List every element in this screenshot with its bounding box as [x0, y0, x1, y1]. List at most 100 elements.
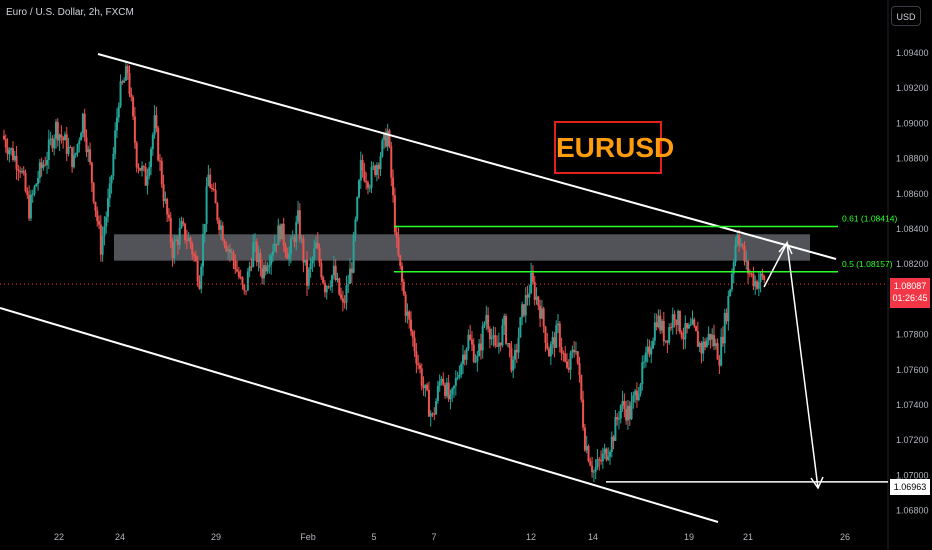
- candle-body: [114, 130, 117, 154]
- candle-body: [623, 400, 626, 409]
- candle-body: [445, 382, 448, 396]
- candle-body: [763, 275, 766, 281]
- candle-body: [609, 451, 612, 457]
- candle-body: [169, 217, 172, 243]
- candle-body: [637, 393, 640, 401]
- candle-body: [227, 249, 230, 252]
- currency-button[interactable]: USD: [891, 6, 921, 26]
- candle-body: [659, 315, 662, 331]
- candle-body: [741, 244, 744, 246]
- candle-body: [752, 273, 755, 287]
- candle-body: [232, 252, 235, 261]
- candle-body: [98, 221, 101, 225]
- candle-body: [144, 167, 147, 186]
- price-tick-label: 1.08400: [896, 224, 929, 234]
- candle-body: [553, 337, 556, 348]
- candle-body: [585, 446, 588, 451]
- candle-body: [250, 266, 253, 268]
- candle-body: [94, 201, 97, 211]
- candle-body: [542, 308, 545, 327]
- candle-body: [465, 349, 468, 360]
- price-tick-label: 1.07200: [896, 435, 929, 445]
- candle-body: [286, 252, 289, 259]
- candle-body: [105, 216, 108, 227]
- candle-body: [187, 237, 190, 241]
- candle-body: [318, 248, 321, 263]
- candle-body: [610, 436, 613, 452]
- candle-body: [393, 195, 396, 233]
- candle-body: [621, 400, 624, 406]
- candle-body: [343, 302, 346, 304]
- candle-body: [600, 460, 603, 462]
- candle-body: [271, 251, 274, 256]
- candle-body: [166, 198, 169, 215]
- candle-body: [401, 265, 404, 282]
- candle-body: [334, 265, 337, 281]
- candle-body: [591, 465, 594, 473]
- candle-body: [320, 262, 323, 278]
- candle-body: [228, 249, 231, 253]
- candle-body: [123, 80, 126, 83]
- candle-body: [297, 210, 300, 222]
- candle-body: [178, 227, 181, 246]
- candle-body: [479, 343, 482, 351]
- candle-body: [350, 268, 353, 273]
- candle-body: [745, 260, 748, 262]
- candle-body: [757, 282, 760, 289]
- candle-body: [81, 113, 84, 134]
- time-tick-label: 19: [684, 532, 694, 542]
- candle-body: [501, 325, 504, 346]
- candle-body: [678, 310, 681, 333]
- candle-body: [60, 134, 63, 138]
- price-tick-label: 1.07000: [896, 470, 929, 480]
- candle-body: [734, 244, 737, 262]
- candle-body: [121, 81, 124, 83]
- candle-body: [288, 254, 291, 259]
- candle-body: [173, 240, 176, 259]
- candle-body: [158, 160, 161, 162]
- candle-body: [440, 378, 443, 382]
- candle-body: [254, 241, 257, 243]
- candle-body: [526, 295, 529, 298]
- candle-body: [200, 266, 203, 289]
- candle-body: [662, 320, 665, 342]
- candle-body: [686, 323, 689, 329]
- candle-body: [628, 405, 631, 420]
- candle-body: [124, 66, 127, 81]
- candle-body: [262, 265, 265, 279]
- candle-body: [358, 180, 361, 198]
- candle-body: [682, 337, 685, 340]
- candle-body: [469, 334, 472, 340]
- candle-body: [46, 159, 49, 165]
- time-tick-label: 7: [431, 532, 436, 542]
- candle-body: [614, 416, 617, 441]
- candle-body: [537, 296, 540, 306]
- candle-body: [533, 281, 536, 300]
- candle-body: [223, 240, 226, 245]
- candle-body: [19, 170, 22, 173]
- projection-path: [763, 240, 819, 489]
- candle-body: [594, 467, 597, 472]
- candle-body: [655, 322, 658, 328]
- candle-body: [314, 242, 317, 249]
- candle-body: [282, 223, 285, 246]
- candle-body: [74, 153, 77, 156]
- candle-body: [377, 164, 380, 170]
- candle-body: [485, 315, 488, 324]
- candle-body: [372, 165, 375, 168]
- candle-body: [711, 334, 714, 340]
- candle-body: [458, 374, 461, 378]
- candle-body: [106, 198, 109, 217]
- candle-body: [718, 359, 721, 366]
- candle-body: [266, 267, 269, 272]
- candle-body: [635, 390, 638, 401]
- candle-body: [246, 271, 249, 291]
- candle-body: [182, 221, 185, 224]
- lower-channel-line: [0, 307, 719, 523]
- candle-body: [388, 130, 391, 147]
- candle-body: [653, 322, 656, 341]
- candle-body: [6, 147, 9, 155]
- candle-body: [157, 128, 160, 161]
- candle-body: [626, 405, 629, 421]
